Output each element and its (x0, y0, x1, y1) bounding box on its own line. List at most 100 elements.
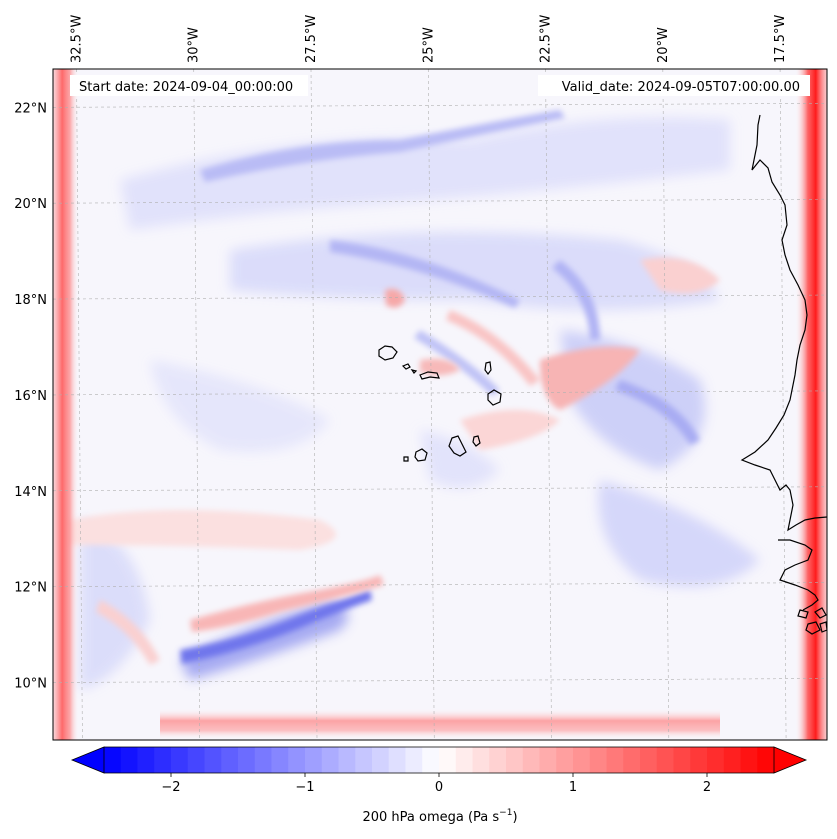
edge-left (53, 69, 79, 740)
colorbar-cell (238, 747, 256, 773)
colorbar-cells (104, 747, 775, 773)
colorbar-cell (589, 747, 607, 773)
valid-date-box (538, 75, 810, 96)
colorbar-cell (506, 747, 524, 773)
lon-tick-label: 22.5°W (539, 15, 554, 63)
colorbar-cell (489, 747, 507, 773)
colorbar-title-sup: −1 (499, 808, 512, 818)
island-brava (403, 456, 409, 462)
island-bijagos-2 (805, 621, 821, 635)
island-santo-antao (378, 345, 398, 361)
lat-tick-label: 14°N (14, 485, 47, 500)
colorbar-cell (338, 747, 356, 773)
gridline-lon (76, 69, 83, 740)
colorbar-cell (288, 747, 306, 773)
island-bijagos-1 (797, 609, 809, 619)
start-date-label: Start date: 2024-09-04_00:00:00 (79, 80, 293, 95)
colorbar-cell (388, 747, 406, 773)
lon-tick-label: 17.5°W (773, 15, 788, 63)
colorbar-tick-label: 2 (703, 780, 711, 795)
colorbar-cell (271, 747, 289, 773)
blue-streaks (180, 110, 700, 664)
colorbar-title-main: 200 hPa omega (Pa s (362, 810, 499, 825)
colorbar-extend-max (773, 746, 808, 774)
lon-tick-label: 30°W (187, 27, 202, 63)
map-frame (52, 68, 828, 741)
colorbar-cell (640, 747, 658, 773)
longitude-tick-labels: 32.5°W 30°W 27.5°W 25°W 22.5°W 20°W 17.5°W (69, 15, 788, 63)
colorbar-cell (740, 747, 758, 773)
edge-bottom (160, 708, 720, 740)
colorbar-cell (120, 747, 138, 773)
colorbar-cell (707, 747, 725, 773)
colorbar-tick-label: −1 (295, 780, 314, 795)
lat-tick-label: 10°N (14, 676, 47, 691)
island-sao-nicolau (419, 371, 440, 380)
omega-field (53, 69, 827, 740)
red-patches (70, 257, 720, 665)
island-boa-vista (487, 389, 502, 406)
colorbar: −2 −1 0 1 2 200 hPa omega (Pa s−1) (70, 746, 808, 825)
colorbar-cell (573, 747, 591, 773)
colorbar-cell (623, 747, 641, 773)
colorbar-cell (355, 747, 373, 773)
colorbar-cell (673, 747, 691, 773)
start-date-box (70, 75, 308, 96)
colorbar-cell (254, 747, 272, 773)
island-fogo (414, 448, 428, 462)
colorbar-cell (690, 747, 708, 773)
colorbar-cell (556, 747, 574, 773)
colorbar-cell (137, 747, 155, 773)
island-santa-luzia (410, 369, 418, 374)
lat-tick-label: 18°N (14, 293, 47, 308)
lon-tick-label: 32.5°W (69, 15, 84, 63)
colorbar-cell (472, 747, 490, 773)
lon-tick-label: 27.5°W (304, 15, 319, 63)
colorbar-cell (522, 747, 540, 773)
colorbar-title: 200 hPa omega (Pa s−1) (362, 808, 517, 825)
colorbar-title-close: ) (512, 810, 517, 825)
lat-tick-label: 12°N (14, 581, 47, 596)
colorbar-cell (405, 747, 423, 773)
island-bijagos-4 (819, 621, 827, 633)
lon-tick-label: 20°W (656, 27, 671, 63)
colorbar-cell (104, 747, 122, 773)
colorbar-cell (606, 747, 624, 773)
colorbar-cell (439, 747, 457, 773)
gridline-lon (310, 69, 318, 740)
gridline-lon (193, 69, 201, 740)
colorbar-cell (723, 747, 741, 773)
colorbar-cell (187, 747, 205, 773)
colorbar-tick-label: −2 (161, 780, 180, 795)
lat-tick-label: 22°N (14, 101, 47, 116)
lat-tick-label: 20°N (14, 197, 47, 212)
lon-tick-label: 25°W (421, 27, 436, 63)
gridlines (53, 69, 827, 740)
colorbar-cell (455, 747, 473, 773)
island-sao-vicente (401, 363, 411, 370)
colorbar-cell (321, 747, 339, 773)
valid-date-label: Valid_date: 2024-09-05T07:00:00.00 (562, 80, 800, 95)
colorbar-cell (422, 747, 440, 773)
colorbar-cell (154, 747, 172, 773)
colorbar-cell (539, 747, 557, 773)
island-sal (484, 361, 492, 375)
colorbar-cell (372, 747, 390, 773)
colorbar-tick-label: 1 (569, 780, 577, 795)
colorbar-cell (757, 747, 775, 773)
colorbar-ticks: −2 −1 0 1 2 (161, 773, 711, 795)
coastlines (378, 114, 827, 635)
lat-tick-label: 16°N (14, 389, 47, 404)
island-bijagos-3 (814, 607, 827, 619)
colorbar-cell (204, 747, 222, 773)
colorbar-cell (221, 747, 239, 773)
coastline-africa (740, 114, 827, 532)
gridline-lon (427, 69, 435, 740)
coastline-guinea-bissau (778, 539, 819, 611)
gridline-lon (545, 69, 552, 740)
colorbar-extend-min (70, 746, 105, 774)
colorbar-cell (171, 747, 189, 773)
island-santiago (448, 435, 467, 457)
colorbar-tick-label: 0 (435, 780, 443, 795)
